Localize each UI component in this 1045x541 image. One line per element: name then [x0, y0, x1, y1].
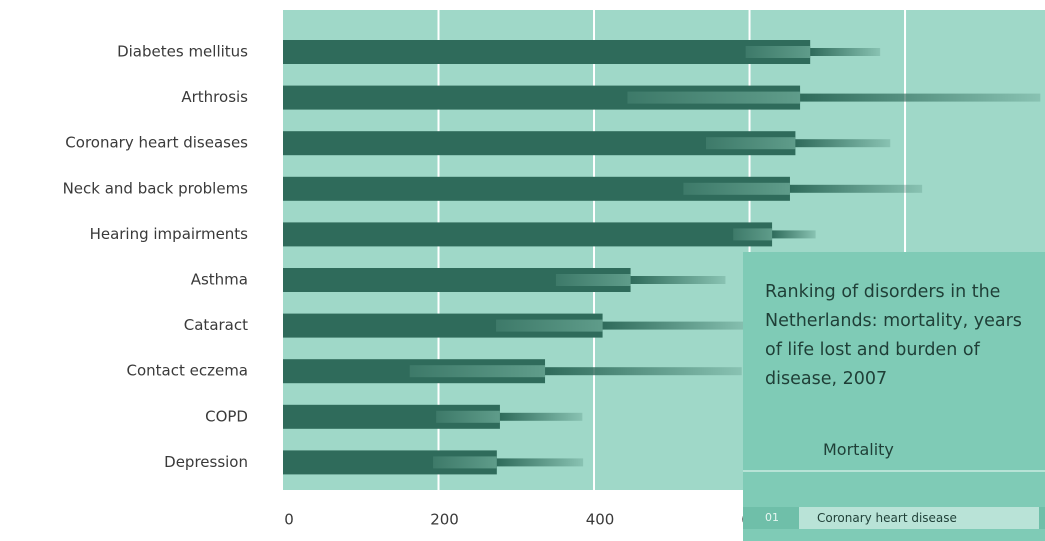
range-high — [795, 139, 891, 148]
x-tick-label: 200 — [430, 511, 459, 529]
range-high — [545, 367, 742, 376]
range-high — [772, 230, 816, 239]
x-tick-label: 0 — [284, 511, 294, 529]
rank-label: Coronary heart disease — [799, 507, 1039, 529]
range-low — [555, 274, 631, 286]
bar — [283, 222, 773, 247]
y-tick-label: Arthrosis — [181, 88, 248, 106]
bar — [283, 40, 811, 64]
y-tick-label: Coronary heart diseases — [65, 134, 248, 152]
y-tick-label: Contact eczema — [126, 362, 248, 380]
ranking-row[interactable]: 01 Coronary heart disease — [743, 507, 1045, 529]
range-high — [630, 276, 726, 284]
y-tick-label: Depression — [164, 453, 248, 471]
range-low — [409, 365, 546, 378]
range-high — [499, 412, 583, 421]
divider — [743, 470, 1045, 472]
y-tick-label: Hearing impairments — [90, 225, 249, 243]
range-low — [627, 91, 801, 104]
x-tick-label: 400 — [586, 511, 615, 529]
rank-number: 01 — [765, 511, 779, 524]
panel-title: Ranking of disorders in the Netherlands:… — [765, 282, 1022, 389]
range-low — [683, 182, 790, 195]
range-high — [602, 321, 750, 330]
range-low — [436, 410, 500, 423]
y-tick-label: Cataract — [184, 316, 248, 334]
range-low — [733, 228, 773, 241]
range-low — [433, 456, 497, 469]
y-tick-label: Diabetes mellitus — [117, 43, 248, 61]
range-low — [496, 319, 603, 332]
info-panel: Ranking of disorders in the Netherlands:… — [743, 252, 1045, 541]
range-high — [810, 48, 881, 56]
range-high — [789, 184, 923, 193]
range-low — [705, 137, 796, 150]
y-tick-label: Asthma — [191, 271, 248, 289]
range-low — [745, 46, 811, 58]
range-high — [800, 93, 1041, 102]
y-tick-label: Neck and back problems — [63, 179, 249, 197]
range-high — [496, 458, 584, 467]
y-tick-label: COPD — [205, 407, 248, 425]
panel-subtitle: Mortality — [823, 440, 894, 459]
